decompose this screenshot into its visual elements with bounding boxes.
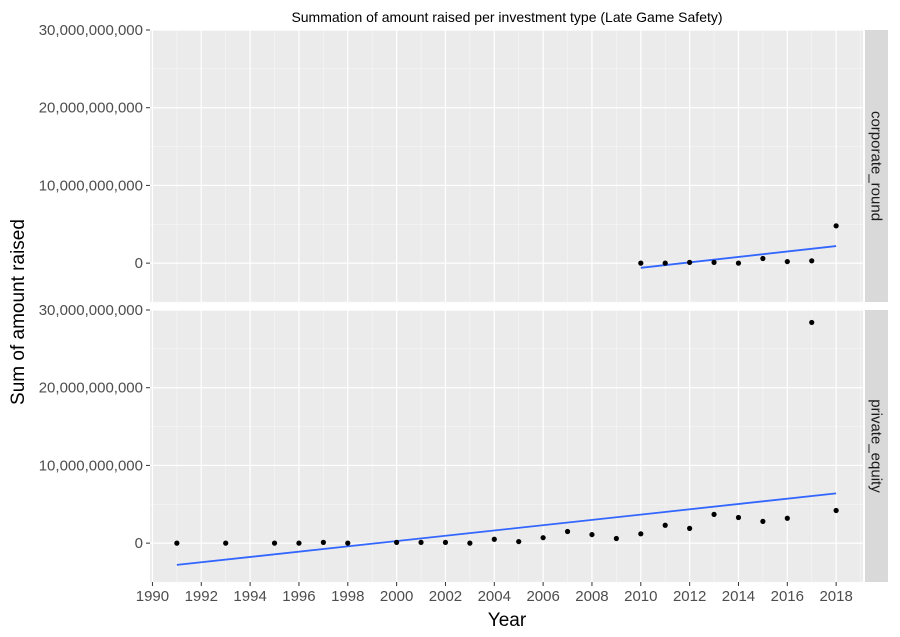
- data-point: [442, 539, 449, 545]
- data-point: [784, 515, 790, 521]
- data-point: [613, 535, 619, 542]
- x-axis: 1990 1992 1994 1996 1998 2000 2002 2004 2006 2008…: [136, 582, 853, 605]
- x-tick-label: 2014: [722, 588, 755, 605]
- x-tick-label: 2002: [429, 588, 462, 605]
- data-point: [394, 539, 400, 545]
- data-point: [735, 260, 742, 266]
- facet-strip: [865, 310, 888, 582]
- data-point: [735, 514, 742, 521]
- data-point: [662, 522, 668, 528]
- x-tick-label: 2010: [624, 588, 657, 605]
- data-point: [296, 540, 302, 546]
- data-point: [491, 536, 497, 542]
- data-point: [638, 531, 644, 537]
- y-tick-label: 20,000,000,000: [39, 100, 143, 117]
- y-tick-label: 30,000,000,000: [39, 22, 143, 39]
- facet-panels: 0 10,000,000,000 20,000,000,000 30,000,000,…: [39, 22, 888, 583]
- x-tick-label: 2000: [380, 588, 413, 605]
- x-tick-label: 1994: [233, 588, 266, 605]
- facet-strip-label: private_equity: [868, 399, 885, 493]
- x-tick-label: 1990: [136, 588, 169, 605]
- data-point: [540, 535, 546, 541]
- trend-line: [640, 245, 837, 269]
- data-point: [711, 259, 717, 265]
- y-tick-label: 0: [135, 535, 143, 552]
- y-tick-label: 10,000,000,000: [39, 177, 143, 194]
- panel-background: [150, 30, 863, 302]
- data-point: [467, 540, 473, 546]
- data-point: [589, 531, 595, 538]
- data-point: [516, 538, 522, 545]
- data-point: [174, 540, 180, 546]
- data-point: [833, 507, 839, 514]
- x-tick-label: 2012: [673, 588, 706, 605]
- chart-title: Summation of amount raised per investmen…: [291, 9, 722, 25]
- data-point: [223, 540, 229, 546]
- data-point: [760, 518, 766, 524]
- data-point: [833, 223, 839, 229]
- data-point: [345, 540, 351, 546]
- panel-background: [150, 310, 863, 582]
- y-tick-label: 30,000,000,000: [39, 302, 143, 319]
- data-point: [809, 258, 815, 264]
- x-tick-label: 1998: [331, 588, 364, 605]
- data-point: [564, 528, 571, 535]
- y-axis-title: Sum of amount raised: [8, 219, 29, 405]
- x-axis-title: Year: [488, 610, 527, 631]
- trend-line: [176, 492, 837, 566]
- data-point: [809, 319, 815, 326]
- data-point: [662, 260, 668, 266]
- y-tick-label: 10,000,000,000: [39, 457, 143, 474]
- data-point: [711, 511, 717, 517]
- facet-strip: [865, 30, 888, 302]
- x-tick-label: 2006: [526, 588, 559, 605]
- x-tick-label: 2008: [575, 588, 608, 605]
- x-tick-label: 2018: [819, 588, 852, 605]
- data-point: [687, 259, 693, 265]
- data-point: [418, 539, 424, 545]
- x-tick-label: 2016: [771, 588, 804, 605]
- data-point: [687, 525, 693, 531]
- x-tick-label: 1992: [185, 588, 218, 605]
- y-tick-label: 20,000,000,000: [39, 380, 143, 397]
- data-point: [638, 260, 644, 266]
- data-point: [271, 540, 278, 546]
- y-tick-label: 0: [135, 255, 143, 272]
- x-tick-label: 1996: [282, 588, 315, 605]
- facet-panel-private_equity: 0 10,000,000,000 20,000,000,000 30,000,000,…: [39, 302, 888, 583]
- data-point: [320, 539, 326, 545]
- facet-strip-label: corporate_round: [868, 111, 885, 221]
- facet-panel-corporate_round: 0 10,000,000,000 20,000,000,000 30,000,000,…: [39, 22, 888, 303]
- data-point: [784, 258, 790, 265]
- x-tick-label: 2004: [478, 588, 511, 605]
- data-point: [760, 255, 766, 262]
